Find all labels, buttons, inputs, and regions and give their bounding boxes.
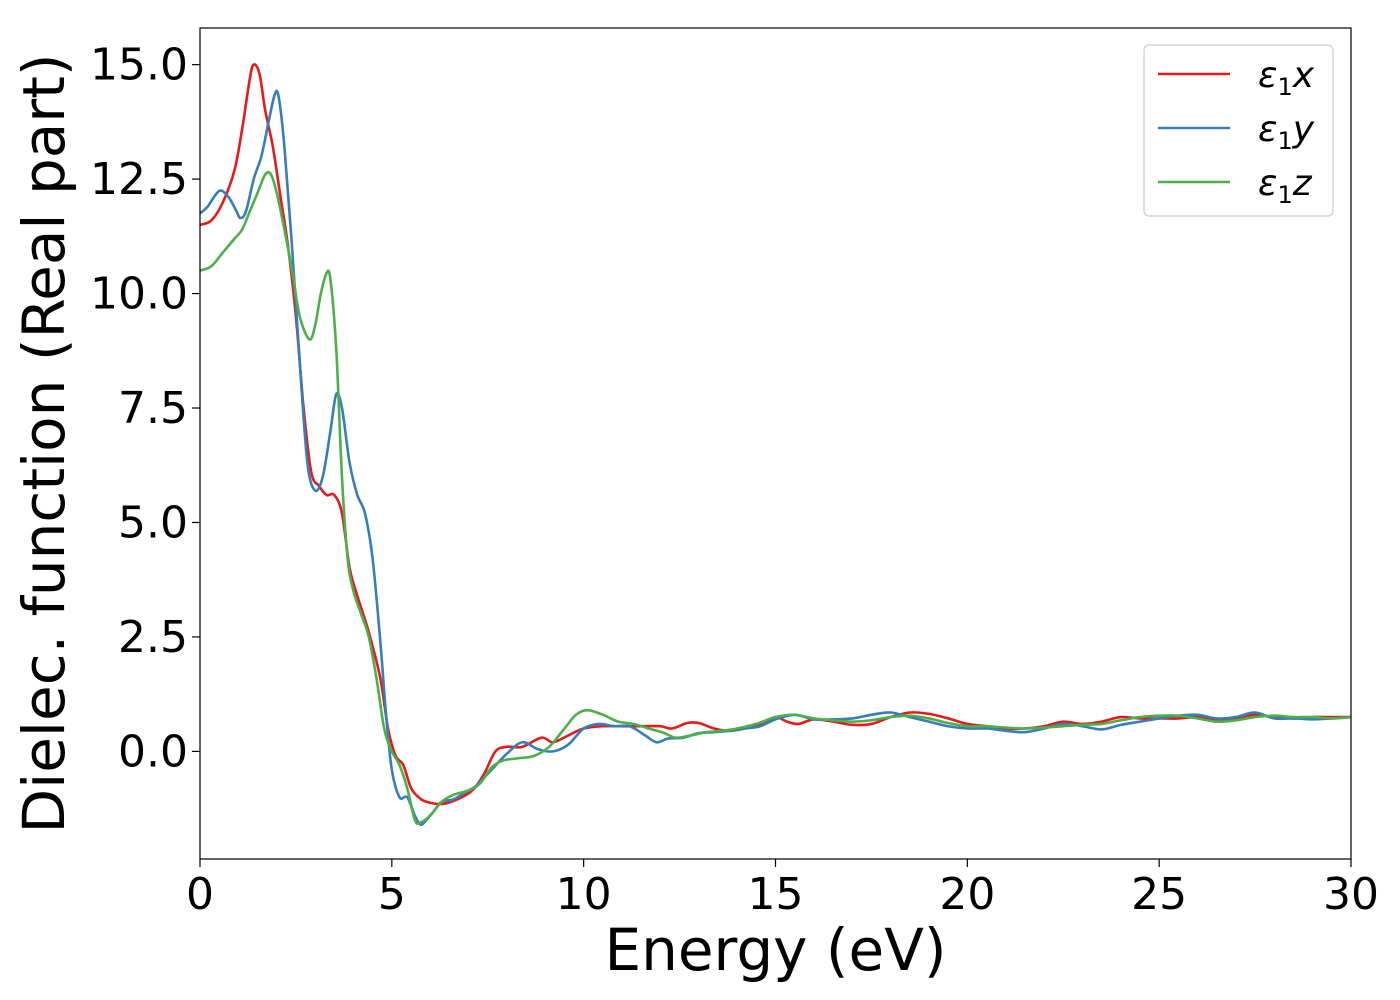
x-tick-label: 20 (939, 869, 995, 920)
x-tick-label: 0 (186, 869, 214, 920)
y-tick-label: 0.0 (118, 726, 188, 777)
legend-label: ε1y (1258, 109, 1315, 155)
legend-label: ε1x (1258, 55, 1315, 101)
y-tick-label: 7.5 (118, 383, 188, 434)
x-tick-label: 5 (378, 869, 406, 920)
x-axis-ticks: 0 5 10 15 20 25 30 (186, 859, 1379, 920)
x-tick-label: 25 (1131, 869, 1187, 920)
y-tick-label: 15.0 (90, 40, 188, 91)
y-tick-label: 5.0 (118, 497, 188, 548)
series-lines (200, 63, 1351, 827)
legend-label: ε1z (1258, 163, 1313, 209)
y-axis-label: Dielec. function (Real part) (10, 53, 78, 833)
y-axis-ticks: 0.0 2.5 5.0 7.5 10.0 12.5 15.0 (90, 40, 200, 777)
x-tick-label: 15 (748, 869, 804, 920)
x-axis-label: Energy (eV) (604, 916, 946, 984)
legend: ε1x ε1y ε1z (1143, 44, 1334, 217)
y-tick-label: 2.5 (118, 612, 188, 663)
series-line-3 (200, 170, 1351, 825)
x-tick-label: 30 (1323, 869, 1379, 920)
x-tick-label: 10 (556, 869, 612, 920)
y-tick-label: 10.0 (90, 269, 188, 320)
legend-box (1143, 44, 1334, 217)
y-tick-label: 12.5 (90, 154, 188, 205)
